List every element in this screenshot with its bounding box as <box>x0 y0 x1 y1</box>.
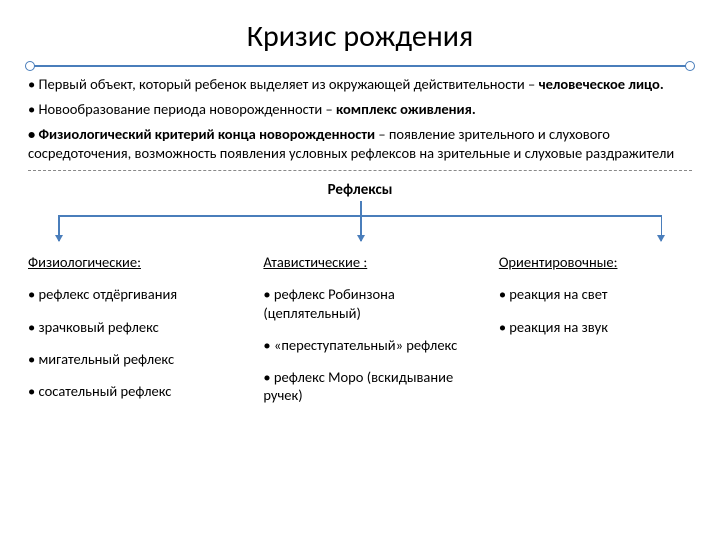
bullet-2: • Новообразование периода новорожденност… <box>28 100 692 119</box>
col1-head: Физиологические: <box>28 253 253 271</box>
section-heading: Рефлексы <box>28 181 692 199</box>
col2-head: Атавистические : <box>263 253 488 271</box>
list-item: • «переступательный» рефлекс <box>263 336 488 354</box>
column-orienting: Ориентировочные: • реакция на свет • реа… <box>499 253 692 418</box>
connector-stem <box>360 201 362 215</box>
bullet-2-bold: комплекс оживления. <box>336 100 476 118</box>
list-item: • реакция на свет <box>499 285 692 303</box>
list-item: • рефлекс отдёргивания <box>28 285 253 303</box>
column-physiological: Физиологические: • рефлекс отдёргивания … <box>28 253 253 418</box>
bullet-3: • Физиологический критерий конца новорож… <box>28 125 692 163</box>
connector-drop-right <box>661 215 663 241</box>
tree-connector <box>58 201 662 249</box>
bullet-block: • Первый объект, который ребенок выделяе… <box>28 75 692 162</box>
columns: Физиологические: • рефлекс отдёргивания … <box>28 253 692 418</box>
bullet-2-text: • Новообразование периода новорожденност… <box>28 100 336 118</box>
column-atavistic: Атавистические : • рефлекс Робинзона (це… <box>263 253 488 418</box>
bullet-1: • Первый объект, который ребенок выделяе… <box>28 75 692 94</box>
connector-drop-mid <box>360 215 362 241</box>
list-item: • рефлекс Моро (вскидывание ручек) <box>263 368 488 404</box>
bullet-1-bold: человеческое лицо. <box>539 75 664 93</box>
slide-title: Кризис рождения <box>28 18 692 55</box>
list-item: • мигательный рефлекс <box>28 350 253 368</box>
bullet-3-bold: • Физиологический критерий конца новорож… <box>28 125 375 143</box>
list-item: • реакция на звук <box>499 318 692 336</box>
bullet-1-text: • Первый объект, который ребенок выделяе… <box>28 75 539 93</box>
connector-drop-left <box>58 215 60 241</box>
list-item: • сосательный рефлекс <box>28 382 253 400</box>
col3-head: Ориентировочные: <box>499 253 692 271</box>
list-item: • зрачковый рефлекс <box>28 318 253 336</box>
list-item: • рефлекс Робинзона (цеплятельный) <box>263 285 488 321</box>
dashed-divider <box>28 170 692 171</box>
decorative-line-top <box>30 65 690 67</box>
